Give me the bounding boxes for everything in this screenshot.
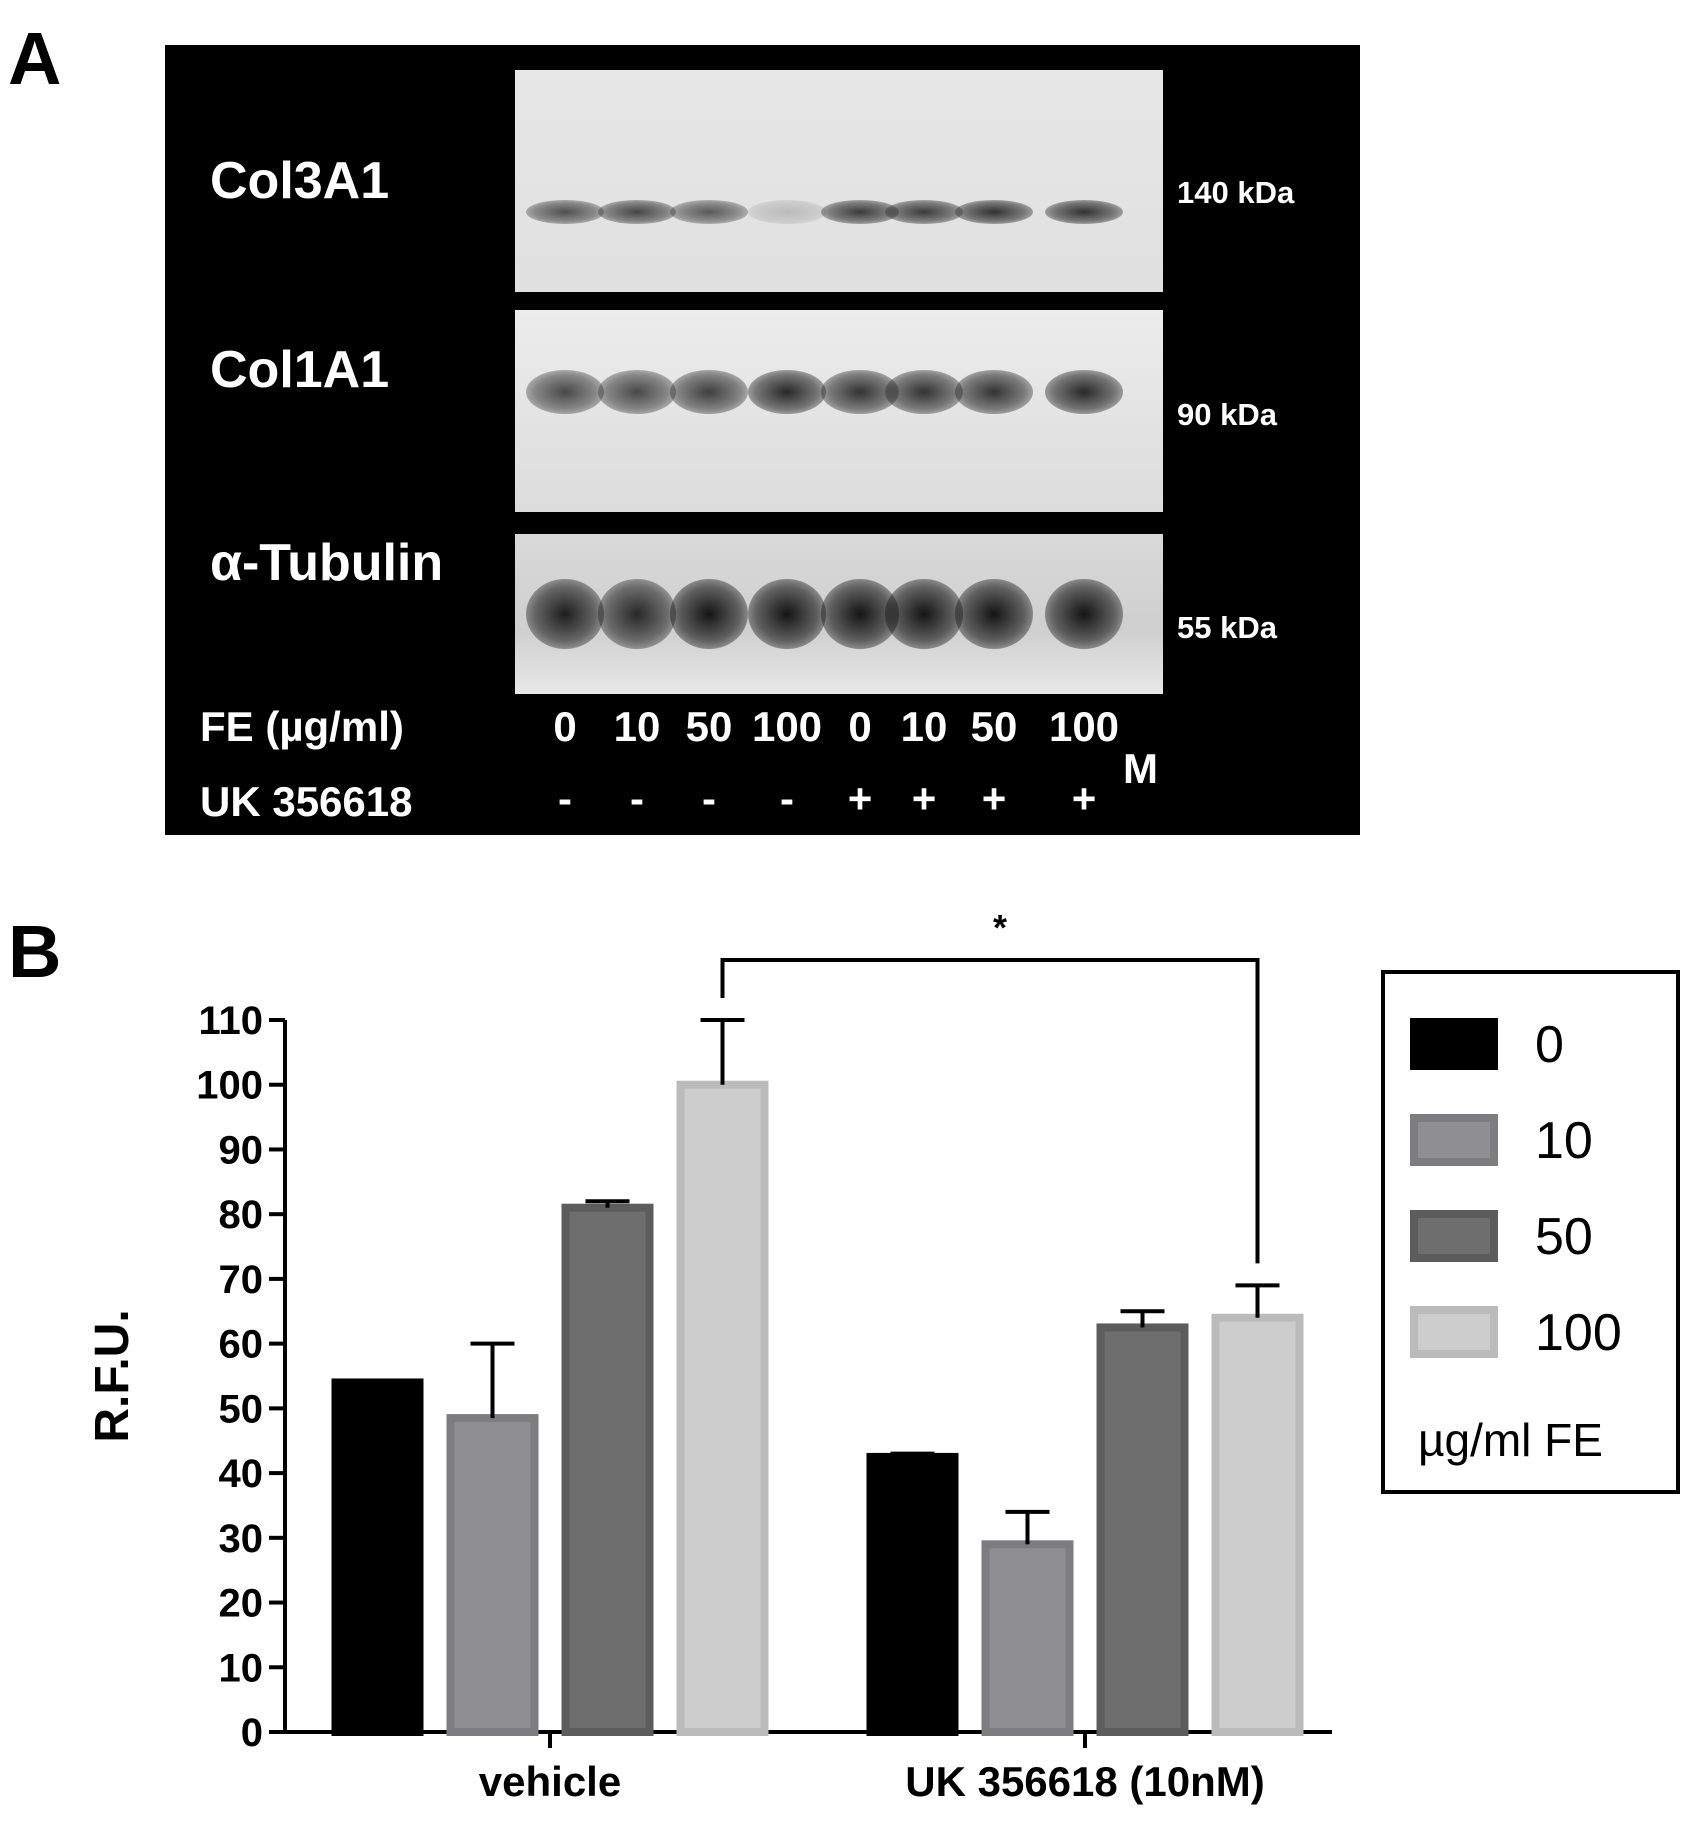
uk-lane-label: - xyxy=(702,775,716,822)
protein-band xyxy=(526,370,604,414)
uk-row-label: UK 356618 xyxy=(200,778,413,825)
uk-lane-label: - xyxy=(630,775,644,822)
col1a1-blot-strip xyxy=(515,310,1163,512)
protein-band xyxy=(748,579,826,649)
fe-lane-label: 100 xyxy=(1048,703,1120,750)
marker-label: M xyxy=(1123,745,1158,792)
uk-lane-label: - xyxy=(780,775,794,822)
y-tick-label: 80 xyxy=(219,1193,264,1237)
chart-bars xyxy=(331,1080,1304,1737)
y-tick-label: 60 xyxy=(219,1323,264,1367)
significance-asterisk: * xyxy=(993,907,1007,948)
bar xyxy=(1096,1323,1189,1737)
fe-lane-label: 50 xyxy=(970,703,1018,750)
legend-swatch xyxy=(1410,1210,1498,1262)
significance-bracket: * xyxy=(720,907,1260,1264)
y-tick-label: 110 xyxy=(198,999,263,1043)
y-tick-label: 0 xyxy=(241,1711,263,1755)
protein-band xyxy=(885,200,963,224)
legend-title: µg/ml FE xyxy=(1418,1414,1603,1466)
chart-legend: 0 10 50 100 µg/ml FE xyxy=(1381,970,1680,1494)
y-tick-label: 100 xyxy=(196,1064,263,1108)
protein-band xyxy=(1045,200,1123,224)
fe-row-label: FE (µg/ml) xyxy=(200,703,404,750)
uk-lane-label: + xyxy=(911,775,937,822)
significance-bracket-line xyxy=(720,958,1260,1264)
fe-lane-label: 50 xyxy=(685,703,733,750)
legend-label: 50 xyxy=(1535,1208,1593,1266)
protein-band xyxy=(598,579,676,649)
protein-band xyxy=(748,200,826,224)
protein-band xyxy=(955,370,1033,414)
bar xyxy=(561,1203,654,1736)
bar xyxy=(331,1378,424,1737)
protein-band xyxy=(670,200,748,224)
legend-label: 10 xyxy=(1535,1112,1593,1170)
legend-label: 0 xyxy=(1535,1016,1564,1074)
legend-swatch xyxy=(1410,1114,1498,1166)
protein-band xyxy=(526,200,604,224)
protein-band xyxy=(885,579,963,649)
legend-swatch xyxy=(1410,1018,1498,1070)
protein-band xyxy=(748,370,826,414)
fe-lane-label: 100 xyxy=(751,703,823,750)
x-category-label: UK 356618 (10nM) xyxy=(905,1758,1264,1805)
fe-lane-label: 0 xyxy=(553,703,577,750)
fe-lane-label: 0 xyxy=(848,703,872,750)
protein-band xyxy=(1045,370,1123,414)
panel-b-letter: B xyxy=(8,910,62,993)
protein-band xyxy=(598,200,676,224)
fe-lane-label: 10 xyxy=(613,703,661,750)
protein-band xyxy=(885,370,963,414)
y-tick-label: 90 xyxy=(219,1128,264,1172)
protein-band xyxy=(1045,579,1123,649)
y-tick-label: 50 xyxy=(219,1387,264,1431)
tubulin-size-label: 55 kDa xyxy=(1177,610,1277,645)
tubulin-blot-strip xyxy=(515,534,1163,694)
y-tick-label: 30 xyxy=(219,1517,264,1561)
panel-a-letter: A xyxy=(8,17,62,100)
bar xyxy=(981,1540,1074,1736)
y-tick-label: 70 xyxy=(219,1258,264,1302)
bar xyxy=(446,1414,539,1737)
fe-lane-label: 10 xyxy=(900,703,948,750)
chart-axes: 0 10 20 30 40 50 60 70 80 90 100 110 R.F.U. vehicle UK… xyxy=(86,999,1332,1805)
col1a1-size-label: 90 kDa xyxy=(1177,397,1277,432)
protein-band xyxy=(955,579,1033,649)
western-blot-panel: Col3A1 Col1A1 α-Tubulin 140 kDa 90 kDa 5… xyxy=(165,45,1360,835)
uk-lane-label: + xyxy=(981,775,1007,822)
uk-lane-label: - xyxy=(558,775,572,822)
protein-band xyxy=(598,370,676,414)
chart-error-bars xyxy=(355,1018,1280,1545)
bar xyxy=(866,1452,959,1736)
uk-lane-label: + xyxy=(847,775,873,822)
legend-swatch xyxy=(1410,1306,1498,1358)
bar xyxy=(1211,1313,1304,1737)
uk-lane-label: + xyxy=(1071,775,1097,822)
protein-band xyxy=(670,370,748,414)
col3a1-blot-strip xyxy=(515,70,1163,292)
y-tick-label: 20 xyxy=(219,1582,264,1626)
protein-band xyxy=(526,579,604,649)
y-tick-label: 40 xyxy=(219,1452,264,1496)
col3a1-label: Col3A1 xyxy=(210,152,390,210)
col1a1-label: Col1A1 xyxy=(210,341,390,399)
legend-label: 100 xyxy=(1535,1304,1622,1362)
col3a1-size-label: 140 kDa xyxy=(1177,175,1295,210)
protein-band xyxy=(670,579,748,649)
y-tick-label: 10 xyxy=(219,1646,264,1690)
y-axis-label: R.F.U. xyxy=(86,1309,139,1442)
bar xyxy=(676,1080,769,1736)
tubulin-label: α-Tubulin xyxy=(210,534,444,592)
x-category-label: vehicle xyxy=(479,1758,621,1805)
protein-band xyxy=(955,200,1033,224)
